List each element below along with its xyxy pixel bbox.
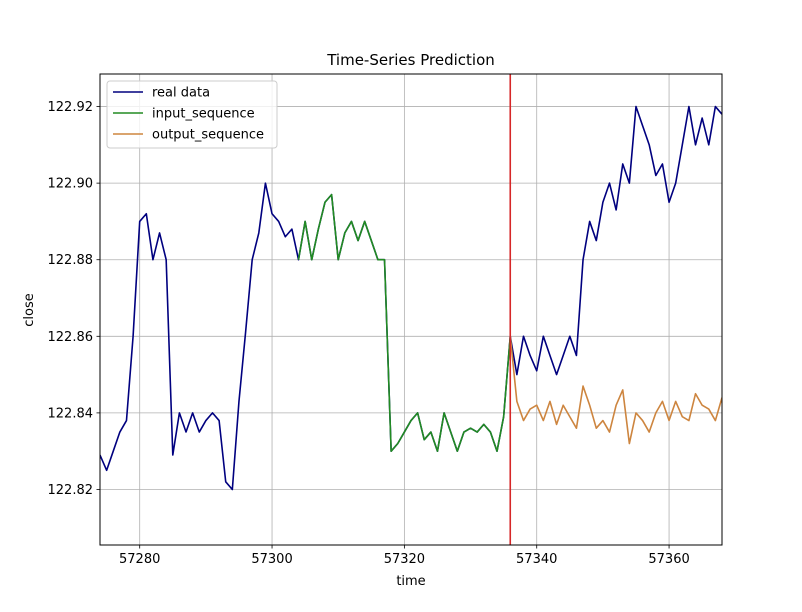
y-tick-label: 122.86: [48, 330, 94, 345]
x-tick-label: 57340: [516, 552, 557, 567]
y-axis: 122.82 122.84 122.86 122.88 122.90 122.92: [48, 100, 100, 498]
x-axis: 57280 57300 57320 57340 57360: [119, 545, 690, 567]
x-tick-label: 57360: [648, 552, 689, 567]
legend-label-real-data: real data: [152, 86, 210, 101]
grid-lines: [100, 74, 722, 545]
x-tick-label: 57280: [119, 552, 160, 567]
y-tick-label: 122.84: [48, 406, 94, 421]
y-axis-title: close: [22, 293, 37, 326]
y-tick-label: 122.90: [48, 177, 94, 192]
x-tick-label: 57300: [251, 552, 292, 567]
legend-label-output-sequence: output_sequence: [152, 128, 264, 143]
legend-label-input-sequence: input_sequence: [152, 107, 255, 122]
x-tick-label: 57320: [384, 552, 425, 567]
series-lines: [100, 105, 722, 491]
x-axis-title: time: [396, 574, 425, 589]
series-line-output-sequence: [509, 336, 722, 445]
series-line-input-sequence: [297, 193, 512, 452]
y-tick-label: 122.82: [48, 483, 94, 498]
y-tick-label: 122.88: [48, 253, 94, 268]
legend: real data input_sequence output_sequence: [106, 80, 278, 149]
legend-box: [106, 80, 278, 149]
plot-background: [100, 74, 722, 545]
plot-frame: [99, 73, 723, 546]
plot-area: [99, 73, 723, 546]
chart-title: Time-Series Prediction: [326, 51, 495, 69]
y-tick-label: 122.92: [48, 100, 94, 115]
